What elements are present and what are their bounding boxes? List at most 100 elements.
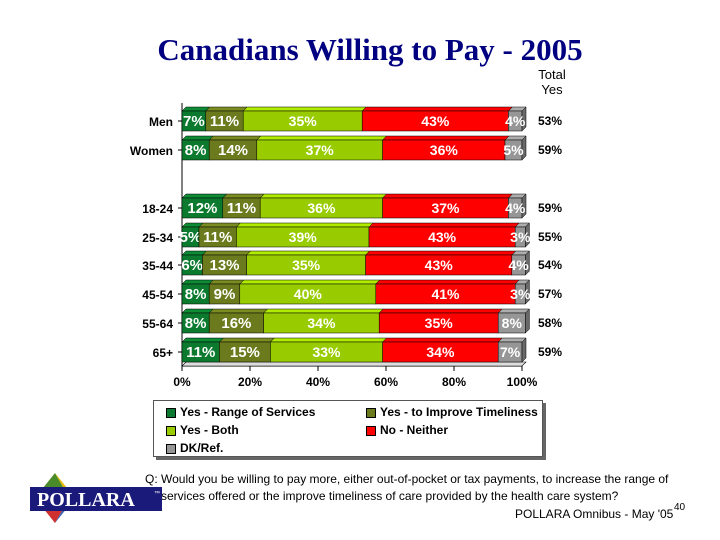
total-value: 54% <box>538 258 562 272</box>
data-label: 13% <box>209 257 239 274</box>
legend-label: Yes - to Improve Timeliness <box>380 405 538 419</box>
bar-top-face <box>239 279 381 285</box>
category-label: 45-54 <box>142 288 173 302</box>
data-label: 4% <box>508 257 529 273</box>
total-value: 55% <box>538 230 562 244</box>
bar-top-face <box>361 106 514 112</box>
bar-top-face <box>368 222 520 228</box>
data-label: 39% <box>289 229 318 245</box>
bar-top-face <box>235 222 374 228</box>
data-label: 36% <box>430 142 459 158</box>
data-label: 4% <box>505 113 526 129</box>
logo-text: POLLARA <box>37 489 135 511</box>
data-label: 8% <box>185 142 207 159</box>
bar-side-face <box>521 193 527 219</box>
bar-top-face <box>497 337 527 343</box>
data-label: 11% <box>227 200 256 217</box>
data-label: 5% <box>503 142 524 158</box>
data-label: 41% <box>431 286 460 302</box>
legend-label: Yes - Range of Services <box>180 405 316 419</box>
data-label: 6% <box>181 257 203 274</box>
data-label: 43% <box>425 257 454 273</box>
bar-top-face <box>198 222 242 228</box>
bar-top-face <box>381 193 514 199</box>
data-label: 11% <box>186 344 215 361</box>
data-label: 8% <box>185 315 207 332</box>
total-value: 59% <box>538 143 562 157</box>
chart-floor <box>181 361 527 367</box>
data-label: 4% <box>505 200 526 216</box>
bar-top-face <box>201 250 252 256</box>
bar-top-face <box>208 279 245 285</box>
category-label: 18-24 <box>142 202 173 216</box>
category-label: Women <box>130 144 173 158</box>
data-label: 14% <box>218 142 248 159</box>
x-tick-label: 40% <box>306 375 330 389</box>
bar-top-face <box>181 106 211 112</box>
total-value: 53% <box>538 114 562 128</box>
data-label: 34% <box>426 344 455 360</box>
bar-top-face <box>381 337 503 343</box>
footer-source: POLLARA Omnibus - May '05 <box>515 507 674 521</box>
bar-top-face <box>378 308 503 314</box>
pollara-logo: POLLARA ™ <box>30 473 162 523</box>
bar-side-face <box>525 308 530 334</box>
x-tick-label: 80% <box>442 375 466 389</box>
bar-top-face <box>259 193 388 199</box>
data-label: 12% <box>187 200 217 217</box>
category-label: Men <box>149 115 173 129</box>
bar-top-face <box>181 308 214 314</box>
x-tick-label: 60% <box>374 375 398 389</box>
data-label: 3% <box>510 286 531 302</box>
bar-top-face <box>218 337 276 343</box>
data-label: 37% <box>431 200 460 216</box>
logo-trademark: ™ <box>154 490 160 497</box>
x-tick-label: 100% <box>507 375 538 389</box>
chart-legend: Yes - Range of Services Yes - to Improve … <box>153 400 543 457</box>
category-label: 55-64 <box>142 317 173 331</box>
bar-top-face <box>245 250 371 256</box>
x-tick-label: 20% <box>238 375 262 389</box>
bar-top-face <box>256 135 388 141</box>
bar-top-face <box>181 135 214 141</box>
bar-top-face <box>242 106 367 112</box>
data-label: 3% <box>510 229 531 245</box>
category-label: 65+ <box>153 346 173 360</box>
data-label: 9% <box>214 286 236 303</box>
bar-top-face <box>181 279 214 285</box>
bar-side-face <box>525 279 530 305</box>
bar-top-face <box>364 250 517 256</box>
bar-top-face <box>269 337 388 343</box>
data-label: 40% <box>294 286 323 302</box>
legend-item: DK/Ref. <box>166 441 223 455</box>
chart-title: Canadians Willing to Pay - 2005 <box>157 32 583 67</box>
legend-swatch <box>166 443 176 454</box>
bar-top-face <box>375 279 520 285</box>
question-line-2: services offered or the improve timeline… <box>161 489 619 503</box>
data-label: 35% <box>292 257 321 273</box>
data-label: 35% <box>425 315 454 331</box>
legend-swatch <box>366 407 376 418</box>
legend-item: No - Neither <box>366 423 448 437</box>
bar-top-face <box>381 135 510 141</box>
data-label: 15% <box>230 344 260 361</box>
data-label: 8% <box>502 315 523 331</box>
stacked-bar-chart: 0% 20% 40% 60% 80% 100% Men 7% 11% 35% 43% 4% 53% Wom… <box>130 103 562 389</box>
total-value: 59% <box>538 201 562 215</box>
bar-top-face <box>497 308 531 314</box>
bar-top-face <box>208 308 269 314</box>
category-label: 25-34 <box>142 231 173 245</box>
total-value: 58% <box>538 316 562 330</box>
bar-top-face <box>205 106 248 112</box>
bar-top-face <box>222 193 265 199</box>
total-label-line: Yes <box>541 82 563 97</box>
legend-swatch <box>166 407 176 418</box>
data-label: 7% <box>183 113 205 130</box>
category-label: 35-44 <box>142 259 173 273</box>
data-label: 35% <box>289 113 318 129</box>
data-label: 33% <box>312 344 341 360</box>
total-yes-label: Total Yes <box>526 67 578 97</box>
bar-side-face <box>525 250 530 276</box>
legend-item: Yes - Both <box>166 423 239 437</box>
bar-top-face <box>262 308 384 314</box>
